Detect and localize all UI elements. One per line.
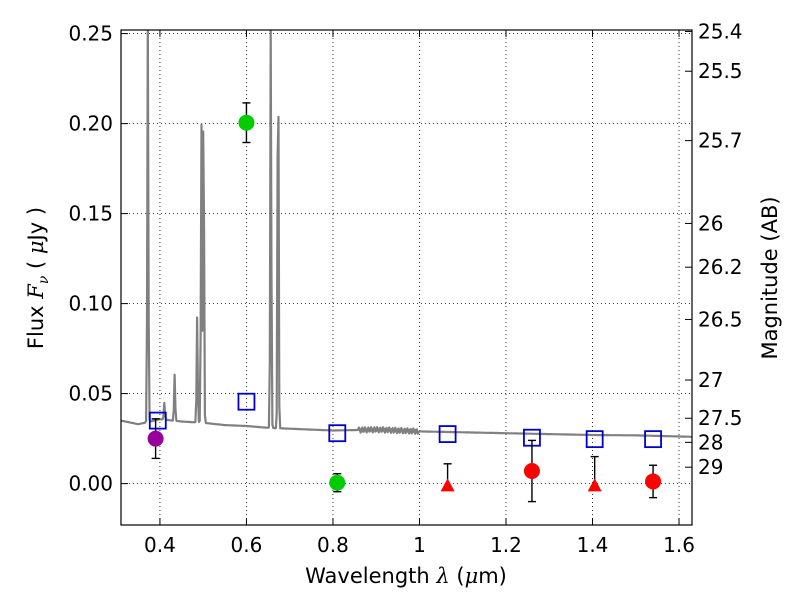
- x-tick-label: 1.6: [663, 533, 695, 557]
- y-tick-label: 0.05: [68, 382, 113, 406]
- x-tick-label: 1.2: [490, 533, 522, 557]
- observed-nir-point: [523, 463, 540, 479]
- upper-limit-triangle: [587, 478, 602, 492]
- y-tick-label: 0.25: [68, 22, 113, 46]
- model-band-square: [237, 392, 256, 411]
- upper-limit-triangle: [440, 478, 455, 492]
- observed-optical-point: [329, 474, 346, 491]
- plot-frame: [120, 29, 693, 526]
- magnitude-tick-label: 26: [698, 211, 723, 235]
- observed-optical-point: [238, 114, 255, 131]
- magnitude-tick-label: 28: [698, 430, 723, 454]
- x-tick-label: 0.8: [317, 533, 349, 557]
- y-axis-label: Flux Fν ( μJy ): [24, 207, 52, 349]
- observed-nir-point: [645, 473, 662, 490]
- model-band-square: [585, 430, 604, 449]
- magnitude-tick-label: 27: [698, 368, 723, 392]
- x-axis-label: Wavelength λ (μm): [305, 564, 507, 588]
- magnitude-tick-label: 26.2: [698, 255, 743, 279]
- x-tick-label: 0.6: [231, 533, 263, 557]
- plot-data: [121, 30, 692, 503]
- magnitude-tick-label: 26.5: [698, 307, 743, 331]
- y-tick-label: 0.20: [68, 112, 113, 136]
- axis-ticks: 0.4 0.6 0.8 1 1.2 1.4 1.6 0.00 0.05 0.10 0.15 0.20 0…: [68, 19, 742, 557]
- magnitude-tick-label: 29: [698, 455, 723, 479]
- x-tick-label: 1: [413, 533, 426, 557]
- magnitude-tick-label: 27.5: [698, 406, 743, 430]
- observed-uv-point: [147, 430, 164, 447]
- y-tick-label: 0.15: [68, 202, 113, 226]
- model-band-square: [438, 425, 457, 444]
- magnitude-tick-label: 25.4: [698, 19, 743, 43]
- model-band-square: [644, 430, 662, 449]
- y-tick-label: 0.10: [68, 292, 113, 316]
- y-tick-label: 0.00: [68, 472, 113, 496]
- model-band-square: [328, 424, 347, 443]
- y2-axis-label: Magnitude (AB): [758, 196, 782, 359]
- magnitude-tick-label: 25.5: [698, 59, 743, 83]
- x-tick-label: 0.4: [144, 533, 176, 557]
- model-band-square: [148, 411, 167, 430]
- magnitude-tick-label: 25.7: [698, 129, 743, 153]
- x-tick-label: 1.4: [577, 533, 609, 557]
- model-spectrum-line: [121, 30, 692, 438]
